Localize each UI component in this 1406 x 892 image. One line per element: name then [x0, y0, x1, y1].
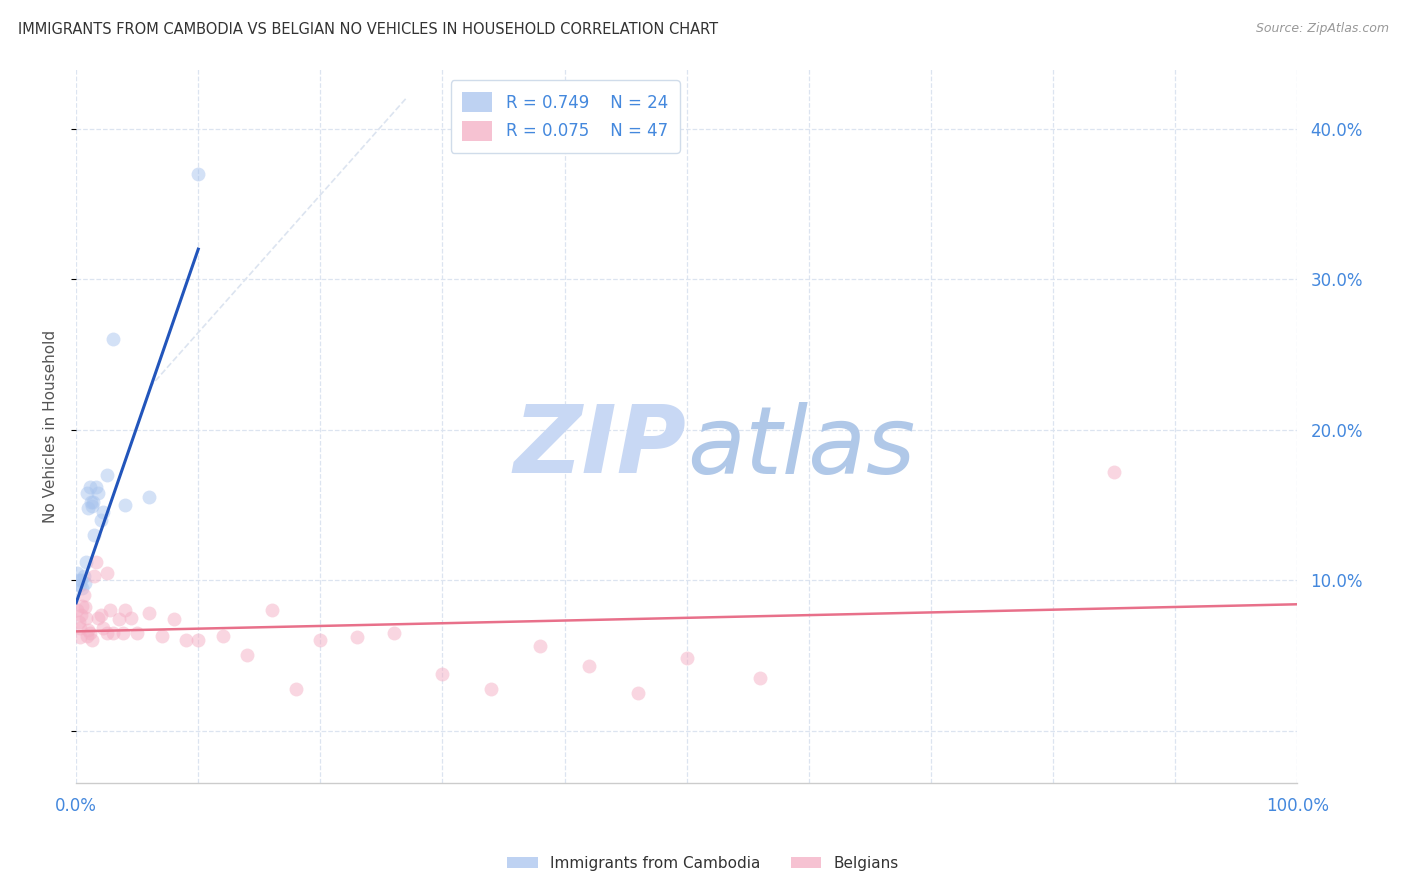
Point [84, 555, 107, 569]
Point [96, 467, 118, 482]
Point [578, 659, 600, 673]
Point [79, 480, 101, 494]
Point [98, 603, 121, 617]
Point [66, 566, 89, 580]
Point [479, 681, 502, 696]
Point [627, 686, 650, 700]
Point [80, 500, 103, 514]
Point [84, 480, 107, 494]
Point [138, 491, 160, 505]
Point [284, 681, 307, 696]
Point [127, 625, 149, 640]
Legend: Immigrants from Cambodia, Belgians: Immigrants from Cambodia, Belgians [501, 850, 905, 877]
Point [69, 578, 91, 592]
Point [529, 640, 551, 654]
Point [67, 615, 90, 630]
Point [87, 486, 110, 500]
Point [82, 495, 104, 509]
Point [76, 486, 98, 500]
Point [75, 555, 97, 569]
Point [675, 651, 697, 665]
Y-axis label: No Vehicles in Household: No Vehicles in Household [44, 329, 58, 523]
Point [1102, 465, 1125, 479]
Text: ZIP: ZIP [513, 401, 686, 493]
Point [187, 633, 209, 648]
Point [382, 625, 405, 640]
Point [67, 573, 90, 587]
Point [432, 666, 454, 681]
Point [72, 599, 94, 613]
Point [96, 566, 118, 580]
Point [69, 621, 91, 635]
Point [90, 607, 112, 622]
Point [236, 648, 259, 663]
Point [73, 576, 96, 591]
Text: Source: ZipAtlas.com: Source: ZipAtlas.com [1256, 22, 1389, 36]
Point [77, 623, 100, 637]
Point [87, 611, 110, 625]
Point [91, 506, 114, 520]
Point [309, 633, 332, 648]
Point [101, 625, 124, 640]
Point [174, 633, 197, 648]
Point [91, 621, 114, 635]
Point [114, 498, 136, 512]
Point [72, 588, 94, 602]
Point [72, 581, 94, 595]
Point [150, 629, 173, 643]
Point [96, 625, 118, 640]
Point [80, 633, 103, 648]
Point [90, 513, 112, 527]
Point [108, 612, 131, 626]
Point [72, 568, 94, 582]
Point [75, 611, 97, 625]
Legend: R = 0.749    N = 24, R = 0.075    N = 47: R = 0.749 N = 24, R = 0.075 N = 47 [451, 80, 679, 153]
Point [187, 167, 209, 181]
Point [80, 495, 103, 509]
Point [70, 573, 93, 587]
Point [346, 631, 368, 645]
Point [73, 600, 96, 615]
Point [163, 612, 186, 626]
Point [138, 607, 160, 621]
Point [211, 629, 233, 643]
Point [83, 528, 105, 542]
Point [76, 629, 98, 643]
Point [69, 631, 91, 645]
Point [83, 568, 105, 582]
Point [120, 611, 142, 625]
Point [111, 625, 134, 640]
Point [66, 603, 89, 617]
Point [70, 607, 93, 622]
Point [260, 603, 283, 617]
Point [79, 625, 101, 640]
Point [101, 333, 124, 347]
Point [77, 500, 100, 515]
Text: atlas: atlas [686, 402, 915, 493]
Point [748, 671, 770, 685]
Point [114, 603, 136, 617]
Text: IMMIGRANTS FROM CAMBODIA VS BELGIAN NO VEHICLES IN HOUSEHOLD CORRELATION CHART: IMMIGRANTS FROM CAMBODIA VS BELGIAN NO V… [18, 22, 718, 37]
